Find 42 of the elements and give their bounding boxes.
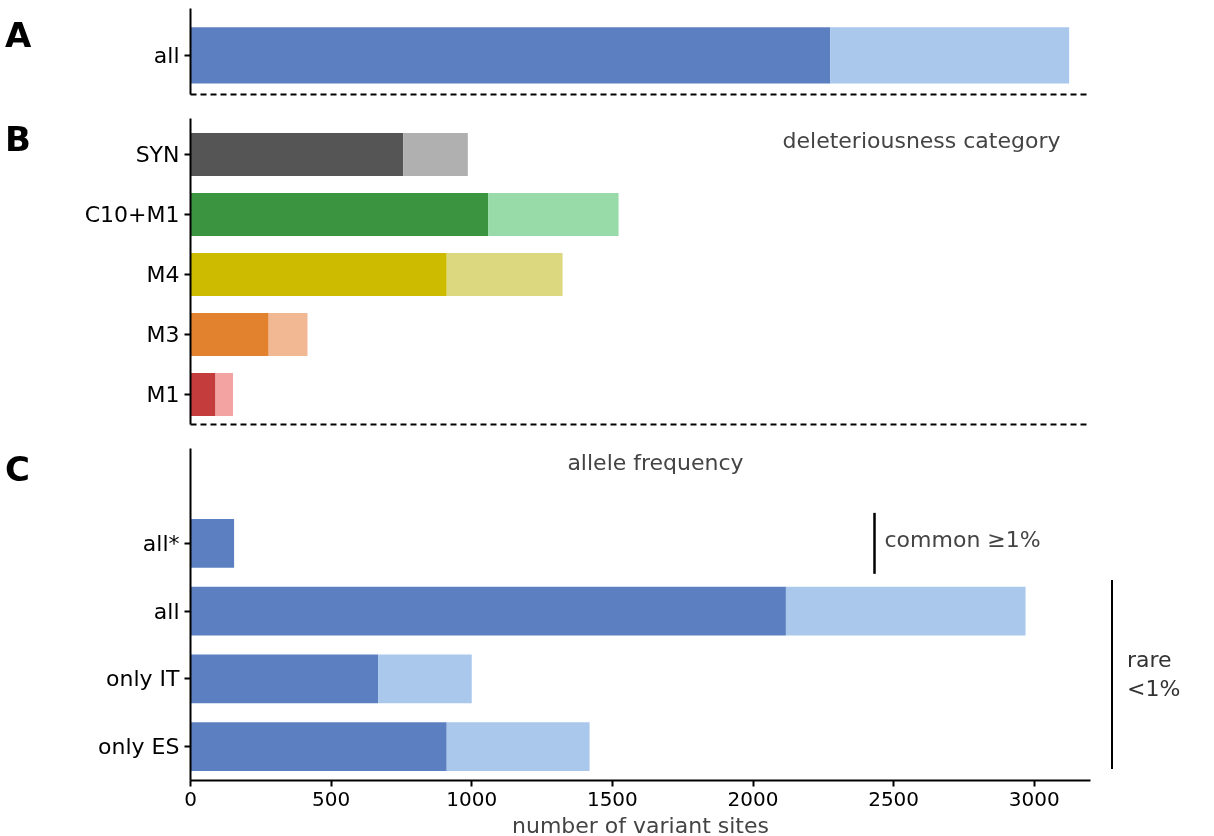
bar [190,518,235,568]
bar [190,722,447,772]
y-tick-label: only ES [98,734,180,760]
y-tick-label: M3 [146,322,180,347]
x-tick-label: 2500 [868,786,920,811]
x-tick-label: 3000 [1008,786,1060,811]
annotation: common ≥1% [884,527,1041,553]
bar [190,192,489,237]
x-tick-label: 1500 [586,786,638,811]
y-tick-label: M4 [146,262,180,287]
y-tick-label: SYN [135,142,180,167]
bar [488,192,619,237]
x-tick-label: 500 [312,786,351,811]
bar [785,586,1026,636]
bar [268,312,308,357]
x-tick-label: 0 [184,786,197,811]
annotation: deleteriousness category [782,127,1061,153]
y-tick-label: C10+M1 [84,202,180,227]
bracket: rare <1% [1111,580,1181,769]
y-tick-label: only IT [106,666,181,692]
y-tick-label: M1 [146,382,180,407]
y-tick-label: all* [142,530,180,556]
bar [190,312,269,357]
bar [378,654,472,704]
bar [215,372,233,417]
y-tick-label: all [153,598,180,624]
bar [190,252,447,297]
x-tick-label: 2000 [727,786,779,811]
bar [190,586,786,636]
x-tick-label: 1000 [446,786,498,811]
y-tick-label: all [153,42,180,68]
chart-title: B [5,118,31,161]
bar [190,654,379,704]
annotation: allele frequency [567,449,744,475]
x-axis-title: number of variant sites [512,812,769,836]
bar [403,132,468,177]
chart-title: A [5,14,32,57]
bar [446,722,590,772]
bar [190,132,404,177]
bar [190,372,216,417]
bar [446,252,563,297]
chart-title: C [5,448,30,491]
